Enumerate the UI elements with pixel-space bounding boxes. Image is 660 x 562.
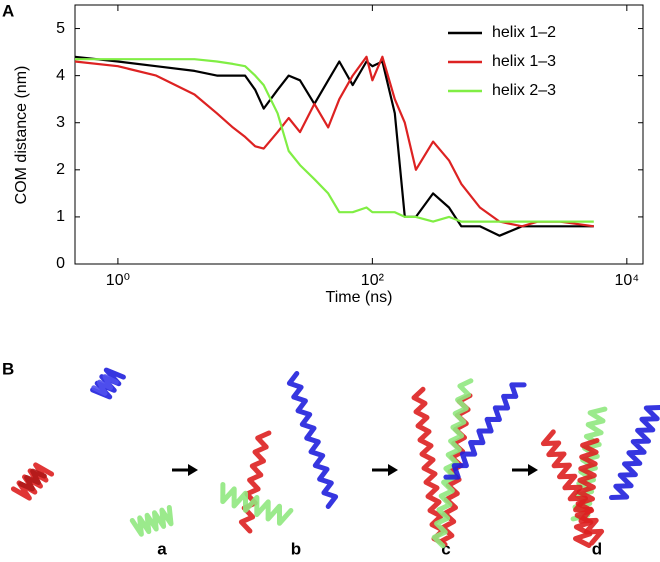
snapshot-label: b xyxy=(291,539,301,558)
snapshot-label: a xyxy=(157,539,167,558)
y-tick-label: 5 xyxy=(56,20,65,37)
helix xyxy=(220,482,294,526)
series-line xyxy=(74,55,594,237)
helix xyxy=(91,374,119,396)
y-axis-label: COM distance (nm) xyxy=(13,66,30,205)
plot-frame xyxy=(74,4,644,265)
helix xyxy=(129,505,174,537)
legend-label: helix 2–3 xyxy=(492,82,556,99)
series-line xyxy=(74,55,594,228)
arrow-head xyxy=(188,464,198,476)
y-tick-label: 2 xyxy=(56,161,65,178)
helix xyxy=(18,468,47,492)
panel-label: B xyxy=(2,359,14,378)
y-tick-label: 1 xyxy=(56,208,65,225)
helix xyxy=(411,386,448,547)
helix xyxy=(286,371,339,509)
y-tick-label: 0 xyxy=(56,255,65,272)
x-tick-label: 10⁰ xyxy=(106,272,130,289)
helix xyxy=(609,405,660,500)
legend-label: helix 1–3 xyxy=(492,53,556,70)
helix xyxy=(540,429,605,546)
x-tick-label: 10⁴ xyxy=(614,272,639,289)
arrow-head xyxy=(388,464,398,476)
panel-label: A xyxy=(2,1,14,20)
x-axis-label: Time (ns) xyxy=(326,289,393,306)
y-tick-label: 4 xyxy=(56,67,65,84)
helix xyxy=(238,430,272,534)
helix xyxy=(573,438,600,548)
legend-label: helix 1–2 xyxy=(492,24,556,41)
x-tick-label: 10² xyxy=(361,272,385,289)
series-line xyxy=(75,58,594,223)
snapshot-label: d xyxy=(592,539,602,558)
helix xyxy=(443,382,527,480)
y-tick-label: 3 xyxy=(56,114,65,131)
arrow-head xyxy=(528,464,538,476)
snapshot-label: c xyxy=(441,539,450,558)
arrows xyxy=(172,464,538,476)
